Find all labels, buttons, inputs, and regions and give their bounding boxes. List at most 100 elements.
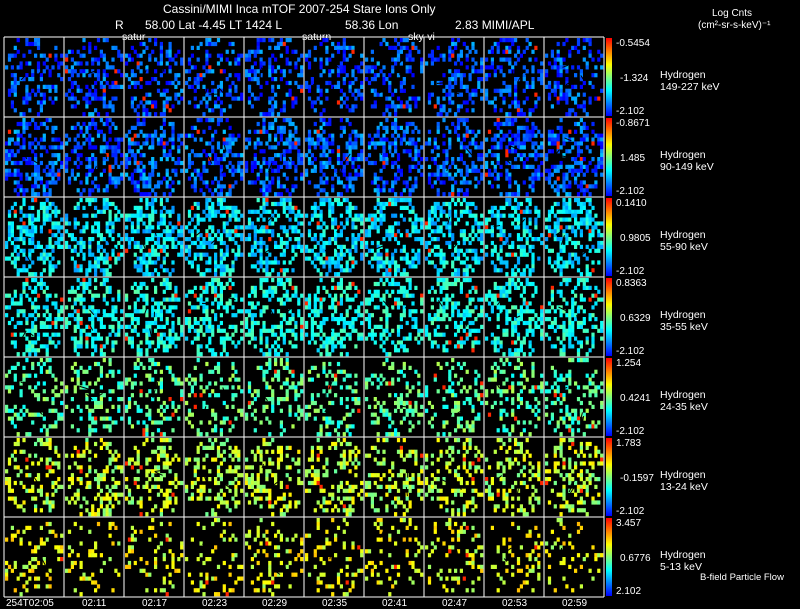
pixel	[391, 180, 395, 185]
pixel	[553, 84, 557, 89]
bfield-vector	[446, 251, 449, 261]
pixel	[342, 41, 346, 47]
pixel	[159, 41, 163, 47]
pixel	[522, 112, 526, 117]
pixel	[297, 244, 301, 249]
pixel	[82, 305, 86, 310]
pixel	[576, 121, 581, 127]
pixel	[36, 164, 41, 169]
pixel	[459, 118, 463, 123]
panel-r1-c2	[125, 118, 184, 197]
pixel	[297, 240, 301, 246]
pixel	[499, 137, 503, 142]
pixel	[168, 69, 172, 74]
pixel	[13, 248, 17, 253]
pixel	[388, 229, 392, 234]
pixel	[285, 92, 289, 97]
pixel	[405, 45, 409, 50]
pixel	[10, 252, 14, 257]
pixel	[91, 121, 95, 127]
pixel	[508, 233, 512, 238]
pixel	[256, 41, 260, 47]
pixel	[139, 205, 143, 210]
pixel	[96, 38, 101, 43]
pixel	[345, 184, 349, 189]
pixel	[402, 205, 406, 210]
pixel	[297, 157, 301, 162]
pixel	[430, 53, 434, 58]
pixel	[439, 229, 443, 234]
pixel	[111, 121, 115, 127]
pixel	[439, 53, 443, 58]
pixel	[265, 256, 269, 261]
pixel	[531, 184, 535, 189]
pixel	[559, 65, 563, 70]
pixel	[456, 92, 461, 97]
pixel	[456, 53, 461, 58]
pixel	[190, 160, 194, 166]
pixel	[274, 77, 278, 82]
pixel	[125, 332, 129, 337]
pixel	[556, 53, 560, 58]
pixel	[282, 184, 286, 189]
pixel	[285, 188, 289, 193]
pixel	[445, 201, 449, 207]
pixel	[193, 137, 197, 142]
pixel	[540, 77, 544, 82]
pixel	[294, 129, 298, 134]
pixel	[16, 149, 20, 154]
pixel	[357, 217, 361, 222]
pixel	[256, 209, 260, 214]
pixel	[231, 49, 235, 54]
pixel	[28, 121, 32, 127]
pixel	[391, 57, 395, 62]
pixel	[111, 180, 115, 185]
pixel	[574, 198, 578, 203]
pixel	[285, 38, 289, 43]
pixel	[99, 209, 103, 214]
pixel	[436, 188, 440, 193]
pixel	[588, 160, 592, 166]
pixel	[474, 256, 478, 261]
pixel	[196, 252, 200, 257]
pixel	[493, 145, 497, 150]
pixel	[222, 184, 226, 189]
pixel	[117, 180, 121, 185]
pixel	[7, 225, 12, 230]
pixel	[448, 53, 452, 58]
pixel	[85, 225, 89, 230]
pixel	[379, 209, 383, 214]
pixel	[48, 313, 52, 318]
pixel	[342, 49, 346, 54]
pixel	[316, 256, 320, 261]
pixel	[51, 176, 55, 181]
pixel	[291, 133, 295, 138]
pixel	[556, 221, 560, 226]
pixel	[45, 57, 49, 62]
pixel	[145, 100, 149, 105]
pixel	[159, 198, 163, 203]
pixel	[245, 225, 249, 230]
pixel	[454, 129, 458, 134]
pixel	[193, 240, 197, 246]
pixel	[187, 289, 192, 294]
pixel	[85, 324, 89, 329]
pixel	[531, 49, 535, 54]
pixel	[373, 88, 377, 93]
pixel	[540, 233, 544, 238]
pixel	[525, 133, 529, 138]
pixel	[125, 157, 129, 162]
pixel	[414, 141, 418, 146]
pixel	[99, 233, 103, 238]
pixel	[151, 100, 155, 105]
pixel	[576, 92, 581, 97]
pixel	[276, 213, 281, 218]
pixel	[177, 221, 181, 226]
pixel	[45, 244, 49, 249]
pixel	[73, 61, 77, 66]
pixel	[568, 129, 572, 134]
pixel	[471, 45, 475, 50]
pixel	[262, 157, 266, 162]
pixel	[588, 229, 592, 234]
pixel	[82, 121, 86, 127]
